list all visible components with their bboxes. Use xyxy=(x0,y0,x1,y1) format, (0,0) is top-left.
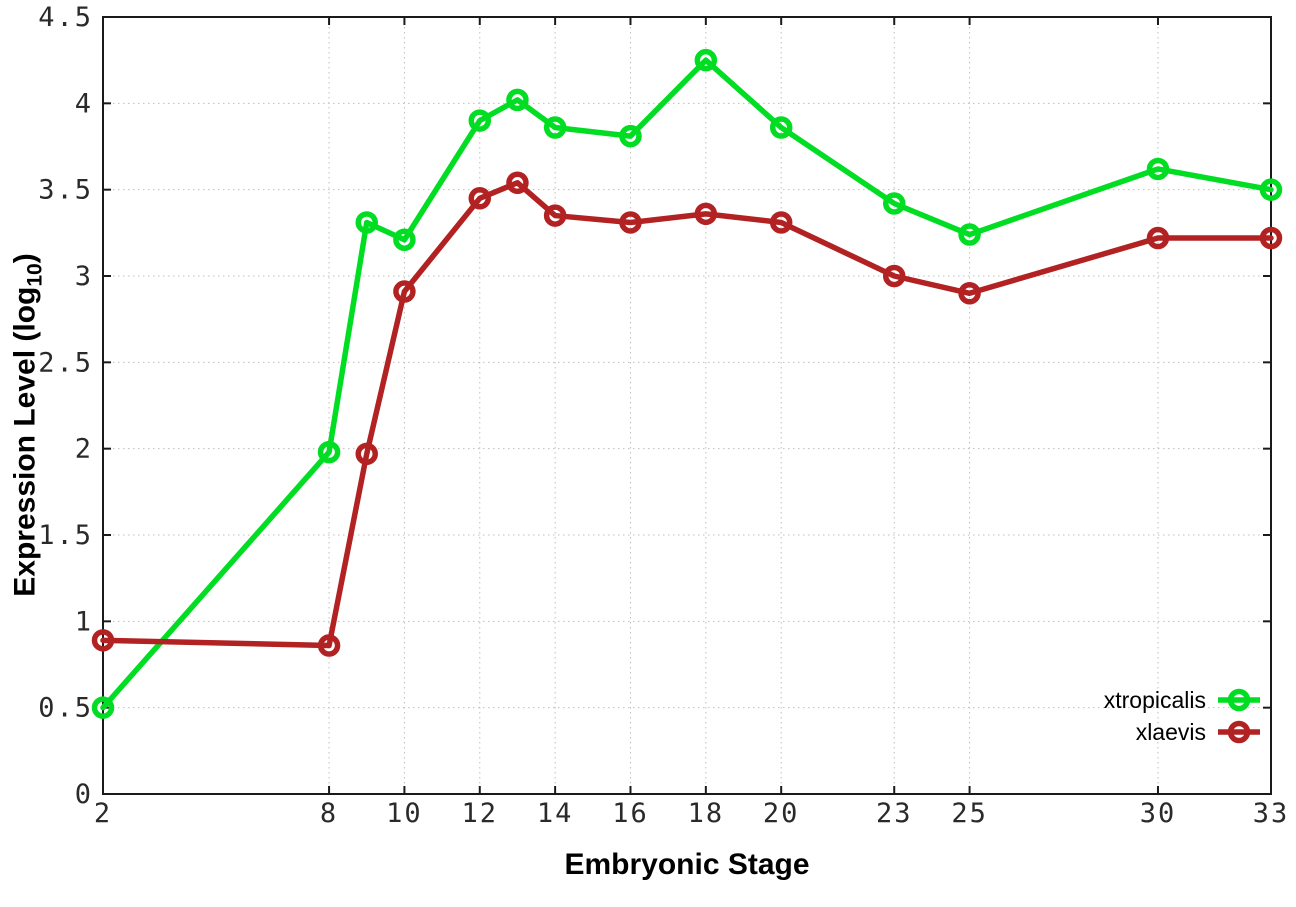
svg-text:2: 2 xyxy=(75,434,93,465)
data-point-marker xyxy=(317,440,341,464)
data-point-marker xyxy=(393,228,416,251)
data-point-marker xyxy=(506,171,529,195)
svg-text:0: 0 xyxy=(75,779,93,810)
data-point-marker xyxy=(769,116,793,139)
data-point-marker xyxy=(468,109,492,132)
svg-text:3: 3 xyxy=(75,261,93,292)
y-axis-title: Expression Level (log10) xyxy=(9,253,48,596)
data-point-marker xyxy=(355,211,378,234)
series-xtropicalis xyxy=(91,48,1283,719)
svg-text:33: 33 xyxy=(1253,798,1290,829)
svg-text:4: 4 xyxy=(75,88,93,119)
svg-text:30: 30 xyxy=(1140,798,1177,829)
data-point-marker xyxy=(619,211,642,234)
data-point-marker xyxy=(1259,226,1283,250)
legend-item-xlaevis: xlaevis xyxy=(1104,718,1262,746)
legend-marker-xtropicalis xyxy=(1218,688,1260,712)
svg-text:25: 25 xyxy=(951,798,988,829)
svg-text:4.5: 4.5 xyxy=(38,2,93,33)
data-point-marker xyxy=(543,116,567,139)
gridlines xyxy=(103,17,1271,794)
series-xlaevis xyxy=(91,171,1283,657)
svg-text:20: 20 xyxy=(763,798,800,829)
svg-text:16: 16 xyxy=(612,798,649,829)
data-point-marker xyxy=(958,282,981,305)
legend-item-xtropicalis: xtropicalis xyxy=(1104,686,1262,714)
svg-text:2: 2 xyxy=(94,798,112,829)
data-point-marker xyxy=(1146,157,1170,181)
data-point-marker xyxy=(355,442,378,466)
data-point-marker xyxy=(1146,226,1170,250)
y-tick-labels: 0 0.5 1 1.5 2 2.5 3 3.5 4 4.5 xyxy=(38,2,93,810)
svg-text:23: 23 xyxy=(876,798,913,829)
data-point-marker xyxy=(694,202,718,226)
data-point-marker xyxy=(694,48,718,72)
data-point-marker xyxy=(1259,178,1283,201)
svg-text:12: 12 xyxy=(462,798,499,829)
svg-text:0.5: 0.5 xyxy=(38,693,93,724)
tick-marks xyxy=(102,16,1272,795)
svg-text:14: 14 xyxy=(537,798,574,829)
data-point-marker xyxy=(619,124,642,148)
y-axis-title-close: ) xyxy=(8,253,42,264)
data-point-marker xyxy=(468,187,492,210)
data-point-marker xyxy=(543,204,567,227)
svg-text:18: 18 xyxy=(688,798,725,829)
svg-text:2.5: 2.5 xyxy=(38,347,93,378)
data-point-marker xyxy=(317,634,341,657)
legend-label-xlaevis: xlaevis xyxy=(1135,719,1206,745)
svg-text:8: 8 xyxy=(320,798,338,829)
x-axis-title: Embryonic Stage xyxy=(564,848,810,881)
data-point-marker xyxy=(393,280,416,303)
y-axis-title-subscript: 10 xyxy=(23,263,47,287)
data-point-marker xyxy=(958,223,981,246)
legend: xtropicalis xlaevis xyxy=(1104,686,1262,746)
plot-border xyxy=(102,16,1272,795)
y-axis-title-text: Expression Level (log xyxy=(8,286,42,597)
svg-text:10: 10 xyxy=(386,798,423,829)
data-point-marker xyxy=(769,211,793,234)
svg-text:3.5: 3.5 xyxy=(38,175,93,206)
data-point-marker xyxy=(882,192,906,215)
svg-text:1.5: 1.5 xyxy=(38,520,93,551)
x-tick-labels: 2 8 10 12 14 16 18 20 23 25 30 33 xyxy=(94,798,1290,829)
svg-text:1: 1 xyxy=(75,606,93,637)
data-point-marker xyxy=(882,264,906,288)
series-xlaevis-line xyxy=(100,180,1274,649)
legend-marker-xlaevis xyxy=(1218,720,1260,744)
data-point-marker xyxy=(506,88,529,112)
series-xtropicalis-line xyxy=(100,57,1274,711)
data-point-marker xyxy=(91,629,115,652)
legend-label-xtropicalis: xtropicalis xyxy=(1103,687,1206,713)
data-point-marker xyxy=(91,696,115,719)
